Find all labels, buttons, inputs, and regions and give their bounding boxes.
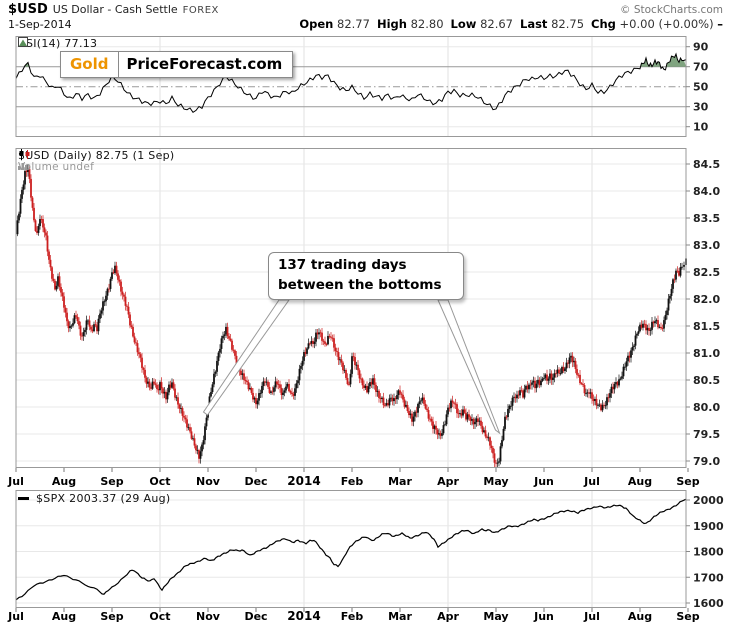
svg-text:2014: 2014: [287, 474, 320, 488]
chart-header: $USD US Dollar - Cash Settle FOREX © Sto…: [8, 2, 723, 17]
last-label: Last: [520, 17, 548, 31]
quote-date: 1-Sep-2014: [8, 18, 72, 31]
svg-text:Sep: Sep: [100, 475, 123, 488]
svg-text:Jun: Jun: [533, 475, 554, 488]
usd-main-panel: 84.5 84.0 83.5 83.0 82.5 82.0 81.5 81.0 80.5 80.0…: [0, 148, 729, 468]
svg-text:30: 30: [693, 101, 709, 114]
svg-text:81.0: 81.0: [693, 347, 720, 360]
svg-text:Jul: Jul: [7, 475, 24, 488]
annotation-line1: 137 trading days: [278, 257, 407, 273]
svg-text:82.5: 82.5: [693, 266, 720, 279]
svg-text:83.5: 83.5: [693, 212, 720, 225]
volume-label: Volume undef: [18, 161, 95, 173]
svg-text:2014: 2014: [287, 609, 320, 623]
low-value: 82.67: [480, 17, 513, 31]
svg-text:May: May: [483, 475, 508, 488]
svg-text:Aug: Aug: [52, 610, 76, 623]
svg-text:Jun: Jun: [533, 610, 554, 623]
rsi-plot: 90 70 50 30 10: [15, 36, 709, 137]
spx-legend-dash-icon: [18, 497, 29, 500]
quote-row: 1-Sep-2014 Open 82.77 High 82.80 Low 82.…: [8, 17, 723, 32]
svg-text:Jul: Jul: [583, 475, 600, 488]
ticker-symbol: $USD: [8, 2, 48, 17]
svg-text:Jul: Jul: [7, 610, 24, 623]
svg-text:1900: 1900: [693, 520, 724, 533]
high-value: 82.80: [410, 17, 444, 31]
svg-text:81.5: 81.5: [693, 320, 720, 333]
rsi-label: RSI(14) 77.13: [18, 37, 98, 50]
rsi-panel: 90 70 50 30 10 RSI(14) 77.13: [0, 36, 729, 137]
copyright-note: © StockCharts.com: [620, 4, 723, 16]
svg-text:79.0: 79.0: [693, 455, 720, 468]
annotation-callout: 137 trading days between the bottoms: [268, 252, 464, 301]
candlestick-icon: [19, 149, 30, 160]
svg-text:Nov: Nov: [196, 610, 221, 623]
svg-text:Dec: Dec: [244, 610, 267, 623]
svg-text:May: May: [483, 610, 508, 623]
svg-text:83.0: 83.0: [693, 239, 720, 252]
svg-text:Oct: Oct: [149, 610, 170, 623]
ticker-title: US Dollar - Cash Settle: [52, 3, 178, 16]
annotation-line2: between the bottoms: [278, 276, 442, 293]
spx-line-plot: 2000 1900 1800 1700 1600: [15, 490, 724, 608]
svg-text:1800: 1800: [693, 546, 724, 559]
svg-text:79.5: 79.5: [693, 428, 720, 441]
usd-x-axis: Jul Aug Sep Oct Nov Dec 2014 Feb Mar Apr May Jun Jul…: [0, 468, 729, 490]
spx-panel: 2000 1900 1800 1700 1600 $SPX 2003.37 (29 Au…: [0, 490, 729, 608]
svg-text:Nov: Nov: [196, 475, 221, 488]
svg-text:Apr: Apr: [437, 475, 459, 488]
rsi-area-icon: [18, 37, 28, 47]
watermark-gold: Gold: [61, 52, 119, 77]
spx-x-axis-labels: Jul Aug Sep Oct Nov Dec 2014 Feb Mar Apr May Jun Jul…: [7, 608, 700, 623]
usd-series-label: $USD (Daily) 82.75 (1 Sep): [18, 149, 175, 162]
svg-text:Sep: Sep: [676, 610, 699, 623]
low-label: Low: [450, 17, 477, 31]
svg-text:82.0: 82.0: [693, 293, 720, 306]
svg-text:Aug: Aug: [52, 475, 76, 488]
svg-text:Mar: Mar: [388, 475, 412, 488]
svg-text:Sep: Sep: [676, 475, 699, 488]
svg-text:84.0: 84.0: [693, 185, 720, 198]
open-label: Open: [299, 17, 334, 31]
svg-text:Mar: Mar: [388, 610, 412, 623]
svg-text:90: 90: [693, 41, 709, 54]
usd-x-axis-labels: Jul Aug Sep Oct Nov Dec 2014 Feb Mar Apr May Jun Jul…: [7, 468, 700, 488]
ticker-exchange: FOREX: [182, 5, 219, 16]
high-label: High: [376, 17, 407, 31]
svg-text:Feb: Feb: [341, 610, 364, 623]
svg-text:Oct: Oct: [149, 475, 170, 488]
svg-text:Apr: Apr: [437, 610, 459, 623]
svg-text:70: 70: [693, 61, 709, 74]
volume-bars-icon: [18, 163, 28, 170]
svg-text:84.5: 84.5: [693, 158, 720, 171]
svg-text:Sep: Sep: [100, 610, 123, 623]
chg-flat-dash: –: [717, 17, 723, 31]
svg-text:1700: 1700: [693, 571, 724, 584]
svg-text:80.5: 80.5: [693, 374, 720, 387]
svg-text:80.0: 80.0: [693, 401, 720, 414]
svg-text:Jul: Jul: [583, 610, 600, 623]
chg-value: +0.00 (+0.00%): [619, 17, 714, 31]
svg-text:Aug: Aug: [628, 475, 652, 488]
usd-candlestick-plot: 84.5 84.0 83.5 83.0 82.5 82.0 81.5 81.0 80.5 80.0…: [15, 148, 720, 468]
svg-text:1600: 1600: [693, 597, 724, 608]
svg-text:50: 50: [693, 81, 709, 94]
svg-text:Aug: Aug: [628, 610, 652, 623]
quote-strip: Open 82.77 High 82.80 Low 82.67 Last 82.…: [299, 17, 723, 31]
spx-x-axis: Jul Aug Sep Oct Nov Dec 2014 Feb Mar Apr May Jun Jul…: [0, 608, 729, 625]
svg-text:10: 10: [693, 121, 709, 134]
watermark-site: PriceForecast.com: [126, 55, 283, 73]
spx-series-label: $SPX 2003.37 (29 Aug): [36, 492, 171, 505]
chg-label: Chg: [591, 17, 616, 31]
svg-text:Feb: Feb: [341, 475, 364, 488]
goldpriceforecast-watermark: Gold PriceForecast.com: [60, 51, 294, 78]
svg-text:Dec: Dec: [244, 475, 267, 488]
last-value: 82.75: [551, 17, 585, 31]
svg-text:2000: 2000: [693, 494, 724, 507]
open-value: 82.77: [337, 17, 370, 31]
